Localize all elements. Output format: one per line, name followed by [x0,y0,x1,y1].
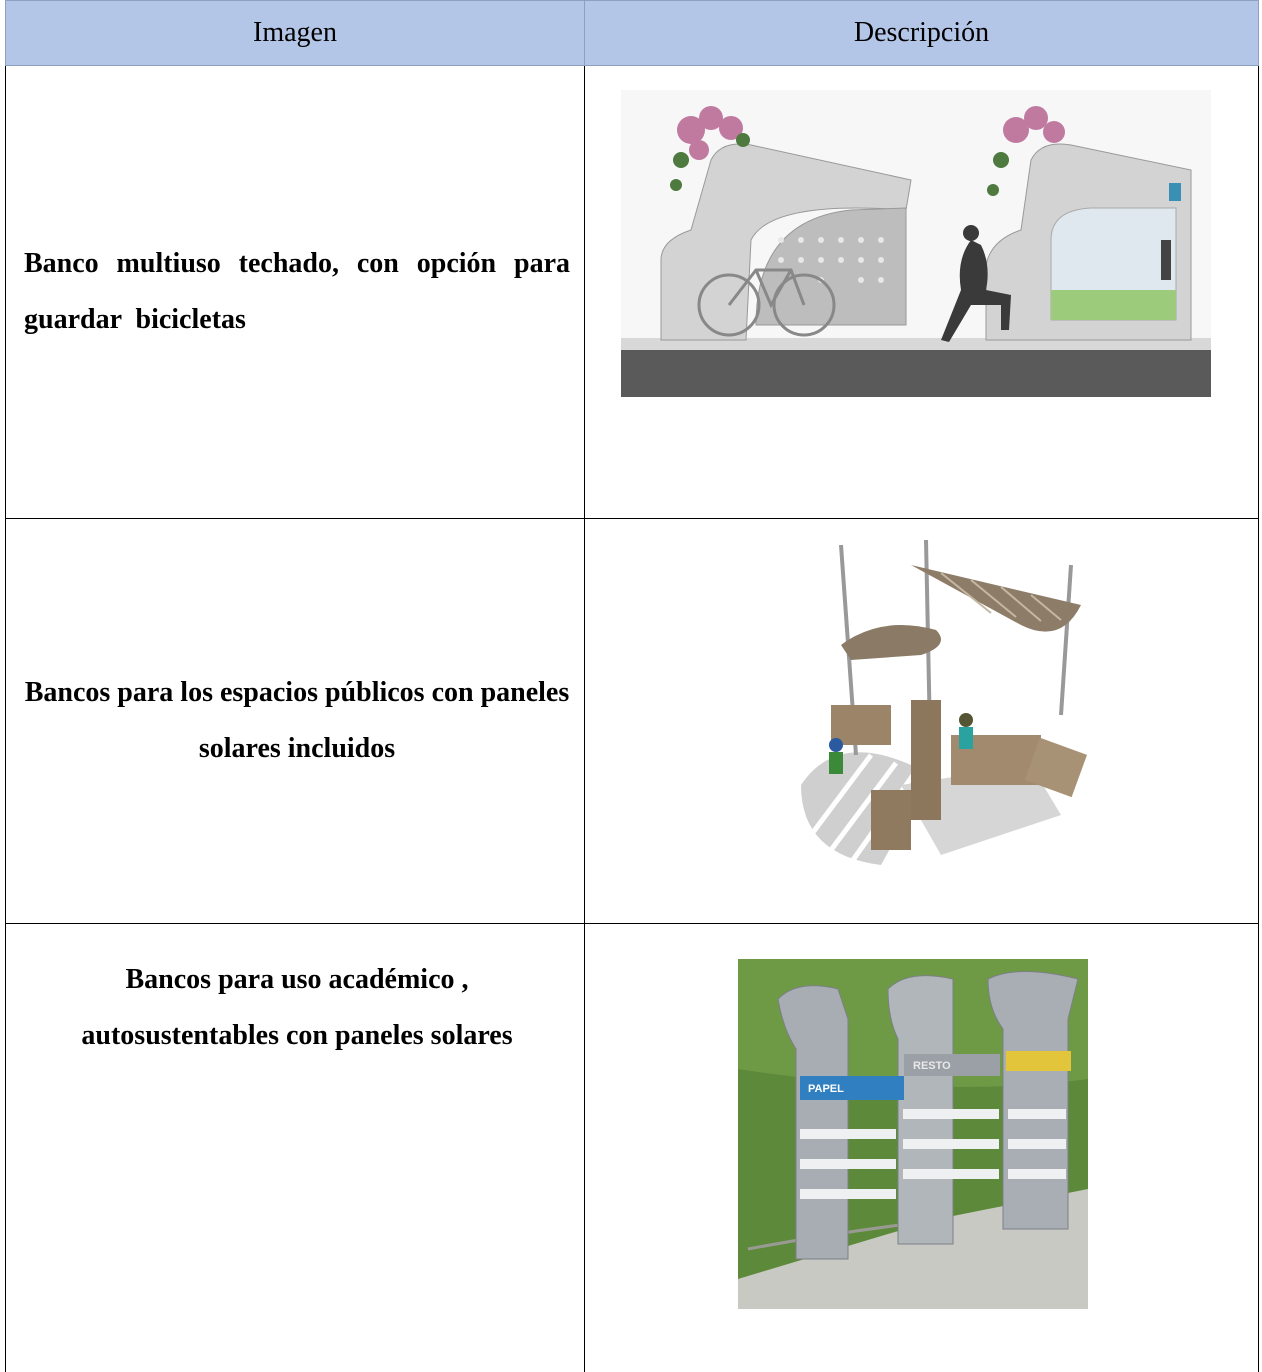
header-cell: Imagen [6,1,585,66]
row-text: Bancos para los espacios públicos con pa… [6,519,585,924]
row: Bancos para los espacios públicos con pa… [6,519,1259,924]
image-cell [585,519,1259,924]
image-solar-benches [761,535,1101,895]
image-shelter [621,90,1211,397]
header-row: Imagen Descripción [6,1,1259,66]
row: Bancos para uso académico , autosustenta… [6,924,1259,1372]
header-cell: Descripción [585,1,1259,66]
image-cell [585,66,1259,519]
page: {"table": {"header": ["Imagen", "Descrip… [0,0,1262,1331]
table: Imagen Descripción Banco multiuso techad… [5,0,1259,1372]
image-cell: PAPEL RESTO [585,924,1259,1372]
image-bins: PAPEL RESTO [738,959,1088,1309]
row: Banco multiuso techado, con opción para … [6,66,1259,519]
image-label: RESTO [913,1060,951,1072]
row-text: Bancos para uso académico , autosustenta… [6,924,585,1372]
image-label: PAPEL [808,1083,844,1095]
row-text: Banco multiuso techado, con opción para … [6,66,585,519]
